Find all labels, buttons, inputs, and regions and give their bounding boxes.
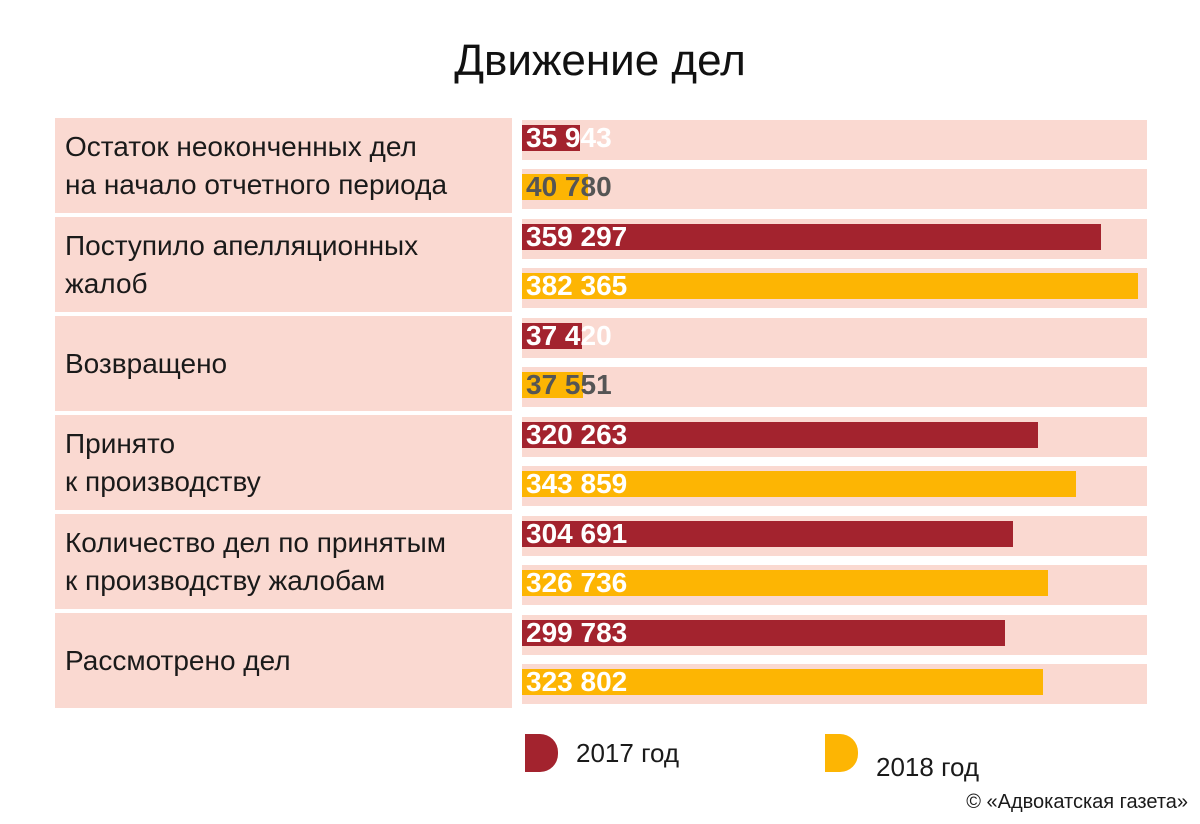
- data-label: 382 365: [526, 270, 628, 301]
- data-label: 299 783: [526, 617, 628, 648]
- legend-swatch-2018: [825, 734, 858, 772]
- bar-track: 35 943: [522, 120, 1147, 160]
- bar-2017: [522, 521, 1013, 547]
- bar-track: 304 691: [522, 516, 1147, 556]
- bar-track: 37 551: [522, 367, 1147, 407]
- data-label: 320 263: [526, 419, 628, 450]
- bar-track: 323 802: [522, 664, 1147, 704]
- data-label: 37 420: [526, 320, 612, 351]
- bar-2017: [522, 620, 1005, 646]
- category-label: Поступило апелляционных жалоб: [55, 217, 512, 312]
- category-label: Количество дел по принятым к производств…: [55, 514, 512, 609]
- bar-2018: [522, 174, 588, 200]
- bar-2018: [522, 570, 1049, 596]
- category-label: Остаток неоконченных дел на начало отчет…: [55, 118, 512, 213]
- data-label: 37 551: [526, 369, 612, 400]
- bar-track: 37 420: [522, 318, 1147, 358]
- category-label: Рассмотрено дел: [55, 613, 512, 708]
- bar-2017: [522, 125, 580, 151]
- data-label: 40 780: [526, 171, 612, 202]
- data-label: 35 943: [526, 122, 612, 153]
- data-label: 304 691: [526, 518, 628, 549]
- bar-track: 326 736: [522, 565, 1147, 605]
- bar-2018: [522, 471, 1076, 497]
- category-label: Возвращено: [55, 316, 512, 411]
- bar-2018: [522, 669, 1044, 695]
- bar-track: 40 780: [522, 169, 1147, 209]
- bar-track: 359 297: [522, 219, 1147, 259]
- bar-track: 299 783: [522, 615, 1147, 655]
- category-label: Принято к производству: [55, 415, 512, 510]
- legend-label: 2018 год: [876, 752, 980, 782]
- bar-track: 382 365: [522, 268, 1147, 308]
- bar-track: 320 263: [522, 417, 1147, 457]
- chart-title: Движение дел: [454, 36, 746, 85]
- data-label: 343 859: [526, 468, 628, 499]
- bar-2018: [522, 372, 583, 398]
- data-label: 359 297: [526, 221, 628, 252]
- legend-label: 2017 год: [576, 738, 680, 768]
- bar-track: 343 859: [522, 466, 1147, 506]
- credit-text: © «Адвокатская газета»: [966, 791, 1188, 813]
- bar-2018: [522, 273, 1138, 299]
- bar-2017: [522, 224, 1101, 250]
- legend-swatch-2017: [525, 734, 558, 772]
- bar-2017: [522, 422, 1038, 448]
- data-label: 323 802: [526, 666, 628, 697]
- bar-2017: [522, 323, 583, 349]
- data-label: 326 736: [526, 567, 628, 598]
